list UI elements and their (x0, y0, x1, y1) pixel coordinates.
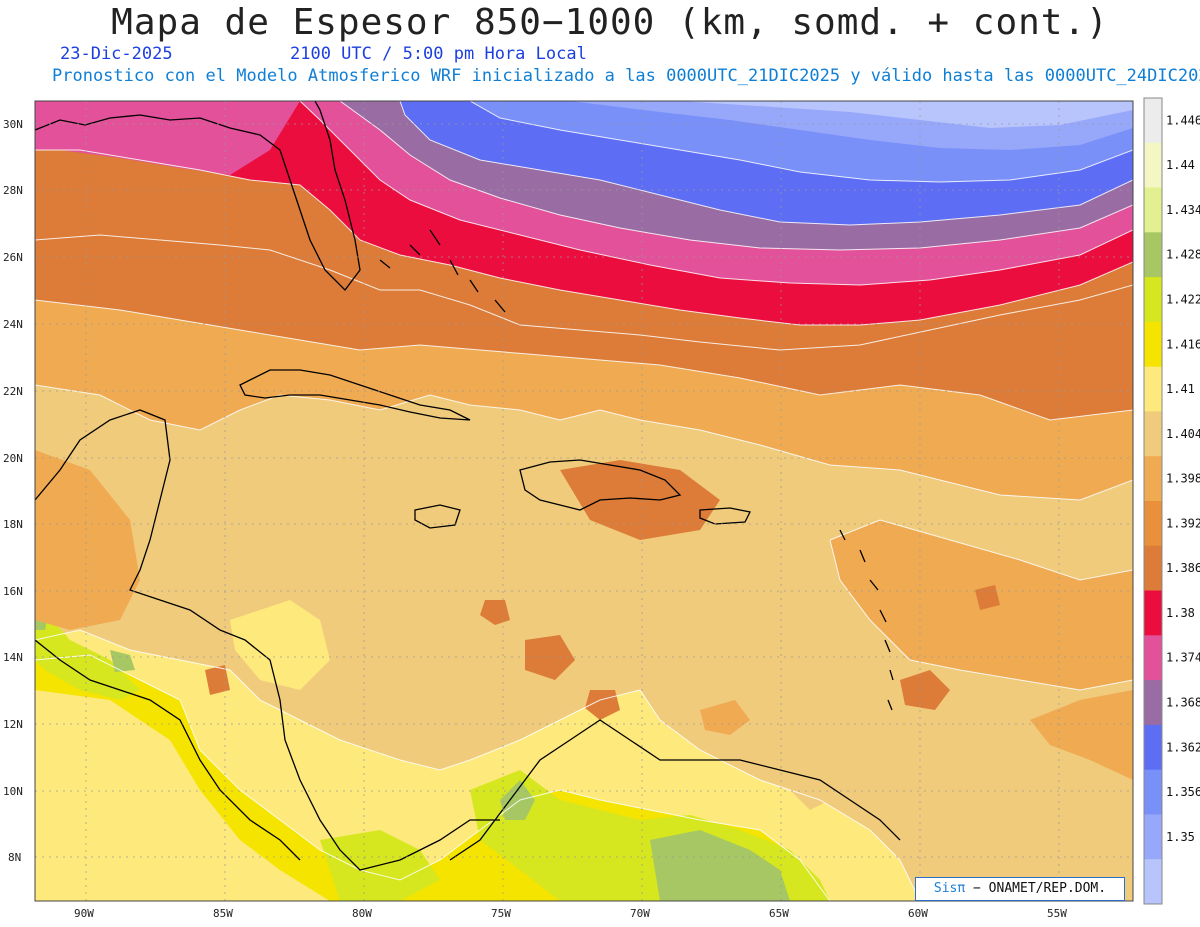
colorbar-label: 1.398 (1166, 472, 1200, 486)
colorbar-swatch (1144, 590, 1162, 636)
colorbar-label: 1.434 (1166, 203, 1200, 217)
colorbar-label: 1.416 (1166, 337, 1200, 351)
lat-label: 24N (3, 318, 23, 331)
colorbar-swatch (1144, 724, 1162, 771)
colorbar-swatch (1144, 142, 1162, 189)
colorbar-label: 1.35 (1166, 830, 1195, 844)
colorbar-label: 1.422 (1166, 293, 1200, 307)
colorbar-label: 1.44 (1166, 158, 1195, 172)
map-grid (35, 101, 1133, 901)
lat-label: 16N (3, 585, 23, 598)
colorbar-label: 1.368 (1166, 696, 1200, 710)
colorbar-label: 1.386 (1166, 561, 1200, 575)
lon-label: 60W (908, 907, 928, 920)
colorbar-swatch (1144, 411, 1162, 457)
lon-label: 75W (491, 907, 511, 920)
lon-label: 70W (630, 907, 650, 920)
field-1428 (650, 830, 790, 901)
lat-label: 28N (3, 184, 23, 197)
field-1344 (680, 101, 1133, 128)
latitude-labels: 30N 28N 26N 24N 22N 20N 18N 16N 14N 12N … (3, 118, 23, 864)
colorbar-label: 1.41 (1166, 382, 1195, 396)
colorbar: 1.446 1.44 1.434 1.428 1.422 1.416 1.41 1.404 1.… (1143, 97, 1200, 905)
lat-label: 8N (8, 851, 21, 864)
colorbar-swatch (1144, 680, 1162, 726)
colorbar-label: 1.38 (1166, 606, 1195, 620)
map-frame (34, 100, 1134, 902)
thickness-field (35, 101, 1133, 901)
lon-label: 85W (213, 907, 233, 920)
contour-lines (35, 101, 1133, 901)
colorbar-swatch (1144, 769, 1162, 815)
longitude-labels: 90W 85W 80W 75W 70W 65W 60W 55W (74, 907, 1067, 920)
forecast-time: 2100 UTC / 5:00 pm Hora Local (290, 44, 587, 64)
colorbar-swatch (1144, 814, 1162, 860)
colorbar-label: 1.374 (1166, 651, 1200, 665)
lat-label: 10N (3, 785, 23, 798)
map-title: Mapa de Espesor 850−1000 (km, somd. + co… (111, 2, 1109, 43)
colorbar-label: 1.446 (1166, 113, 1200, 127)
colorbar-label: 1.428 (1166, 248, 1200, 262)
lat-label: 30N (3, 118, 23, 131)
lat-label: 12N (3, 718, 23, 731)
colorbar-frame (1143, 97, 1163, 905)
lat-label: 26N (3, 251, 23, 264)
colorbar-swatch (1144, 187, 1162, 233)
model-info-line: Pronostico con el Modelo Atmosferico WRF… (52, 66, 1200, 86)
lon-label: 90W (74, 907, 94, 920)
colorbar-swatch (1144, 98, 1162, 144)
colorbar-label: 1.392 (1166, 516, 1200, 530)
field-1398-yucatan (35, 450, 140, 630)
colorbar-swatch (1144, 277, 1162, 323)
colorbar-label: 1.404 (1166, 427, 1200, 441)
lat-label: 22N (3, 385, 23, 398)
lon-label: 55W (1047, 907, 1067, 920)
colorbar-swatch (1144, 232, 1162, 278)
colorbar-swatch (1144, 321, 1162, 368)
lon-label: 65W (769, 907, 789, 920)
colorbar-swatch (1144, 635, 1162, 681)
lon-label: 80W (352, 907, 372, 920)
colorbar-swatch (1144, 501, 1162, 547)
credit-org: − ONAMET/REP.DOM. (965, 881, 1107, 896)
forecast-date: 23-Dic-2025 (60, 44, 173, 64)
sis-logo-text: Sisπ (933, 881, 966, 896)
colorbar-swatch (1144, 456, 1162, 502)
colorbar-swatch (1144, 545, 1162, 592)
coastlines (35, 101, 901, 871)
credit-box: Sisπ − ONAMET/REP.DOM. (915, 877, 1125, 901)
lat-label: 14N (3, 651, 23, 664)
colorbar-label: 1.356 (1166, 785, 1200, 799)
colorbar-label: 1.362 (1166, 740, 1200, 754)
lat-label: 20N (3, 452, 23, 465)
colorbar-swatch (1144, 859, 1162, 905)
colorbar-swatch (1144, 366, 1162, 412)
lat-label: 18N (3, 518, 23, 531)
